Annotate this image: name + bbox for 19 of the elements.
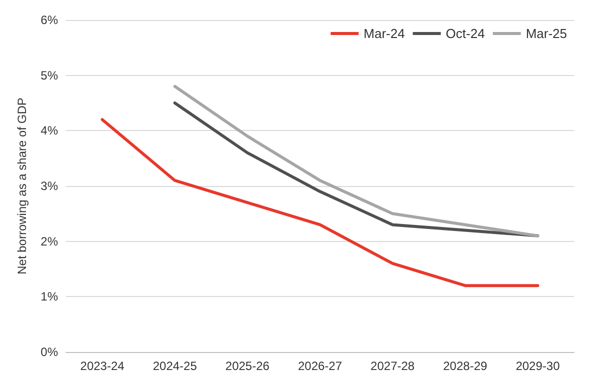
x-tick-label: 2027-28 xyxy=(370,359,415,373)
legend-label: Oct-24 xyxy=(446,26,485,41)
x-tick-label: 2023-24 xyxy=(80,359,125,373)
y-tick-label: 3% xyxy=(40,179,58,193)
y-tick-label: 1% xyxy=(40,290,58,304)
x-tick-label: 2028-29 xyxy=(443,359,488,373)
x-tick-label: 2026-27 xyxy=(298,359,342,373)
y-tick-label: 6% xyxy=(40,13,58,27)
y-tick-label: 5% xyxy=(40,68,58,82)
line-series xyxy=(100,118,540,288)
x-tick-label: 2029-30 xyxy=(516,359,560,373)
x-tick-label: 2025-26 xyxy=(225,359,270,373)
x-tick-label: 2024-25 xyxy=(152,359,198,373)
y-tick-label: 0% xyxy=(40,345,58,359)
y-tick-label: 4% xyxy=(40,124,58,138)
y-axis-title: Net borrowing as a share of GDP xyxy=(15,98,29,274)
legend-label: Mar-25 xyxy=(526,26,568,41)
y-tick-label: 2% xyxy=(40,234,58,248)
legend-label: Mar-24 xyxy=(364,26,405,41)
